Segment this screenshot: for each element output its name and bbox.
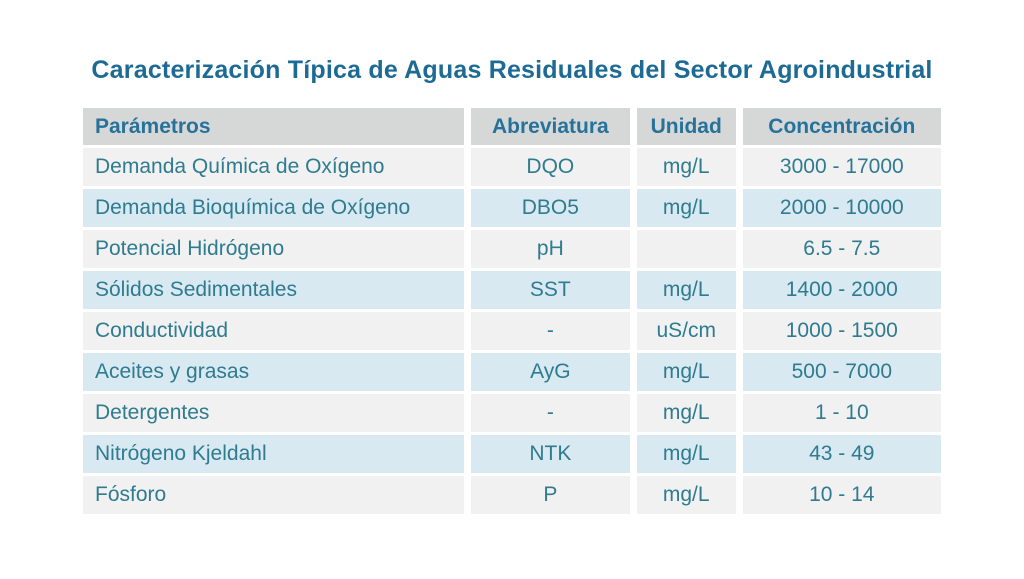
cell-concentracion: 500 - 7000	[742, 353, 941, 391]
cell-abreviatura: -	[470, 312, 630, 350]
cell-concentracion: 1000 - 1500	[742, 312, 941, 350]
cell-abreviatura: NTK	[470, 435, 630, 473]
table-row: Conductividad - uS/cm 1000 - 1500	[83, 312, 941, 350]
cell-unidad: mg/L	[636, 394, 736, 432]
cell-concentracion: 2000 - 10000	[742, 189, 941, 227]
cell-abreviatura: DQO	[470, 148, 630, 186]
cell-unidad: mg/L	[636, 476, 736, 514]
table-row: Potencial Hidrógeno pH 6.5 - 7.5	[83, 230, 941, 268]
cell-unidad: mg/L	[636, 189, 736, 227]
data-table: Parámetros Abreviatura Unidad Concentrac…	[76, 105, 948, 517]
cell-parametro: Demanda Química de Oxígeno	[83, 148, 464, 186]
column-header-parametros: Parámetros	[83, 108, 464, 145]
cell-abreviatura: P	[470, 476, 630, 514]
cell-abreviatura: -	[470, 394, 630, 432]
table-body: Demanda Química de Oxígeno DQO mg/L 3000 - …	[83, 148, 941, 514]
cell-abreviatura: SST	[470, 271, 630, 309]
infographic: Caracterización Típica de Aguas Residual…	[76, 0, 948, 517]
cell-parametro: Aceites y grasas	[83, 353, 464, 391]
cell-unidad: uS/cm	[636, 312, 736, 350]
cell-parametro: Detergentes	[83, 394, 464, 432]
column-header-concentracion: Concentración	[742, 108, 941, 145]
cell-abreviatura: AyG	[470, 353, 630, 391]
cell-concentracion: 6.5 - 7.5	[742, 230, 941, 268]
cell-concentracion: 1 - 10	[742, 394, 941, 432]
cell-parametro: Nitrógeno Kjeldahl	[83, 435, 464, 473]
cell-unidad: mg/L	[636, 271, 736, 309]
table-row: Demanda Química de Oxígeno DQO mg/L 3000 - …	[83, 148, 941, 186]
cell-parametro: Potencial Hidrógeno	[83, 230, 464, 268]
table-header: Parámetros Abreviatura Unidad Concentrac…	[83, 108, 941, 145]
page-title: Caracterización Típica de Aguas Residual…	[91, 56, 933, 84]
cell-parametro: Fósforo	[83, 476, 464, 514]
cell-unidad: mg/L	[636, 353, 736, 391]
cell-unidad: mg/L	[636, 435, 736, 473]
column-header-unidad: Unidad	[636, 108, 736, 145]
cell-parametro: Conductividad	[83, 312, 464, 350]
cell-concentracion: 1400 - 2000	[742, 271, 941, 309]
cell-concentracion: 10 - 14	[742, 476, 941, 514]
cell-abreviatura: DBO5	[470, 189, 630, 227]
cell-abreviatura: pH	[470, 230, 630, 268]
cell-unidad: mg/L	[636, 148, 736, 186]
cell-parametro: Sólidos Sedimentales	[83, 271, 464, 309]
header-row: Parámetros Abreviatura Unidad Concentrac…	[83, 108, 941, 145]
cell-concentracion: 43 - 49	[742, 435, 941, 473]
cell-concentracion: 3000 - 17000	[742, 148, 941, 186]
table-row: Nitrógeno Kjeldahl NTK mg/L 43 - 49	[83, 435, 941, 473]
cell-parametro: Demanda Bioquímica de Oxígeno	[83, 189, 464, 227]
table-row: Aceites y grasas AyG mg/L 500 - 7000	[83, 353, 941, 391]
table-row: Demanda Bioquímica de Oxígeno DBO5 mg/L 200…	[83, 189, 941, 227]
table-row: Sólidos Sedimentales SST mg/L 1400 - 2000	[83, 271, 941, 309]
table-row: Detergentes - mg/L 1 - 10	[83, 394, 941, 432]
column-header-abreviatura: Abreviatura	[470, 108, 630, 145]
cell-unidad	[636, 230, 736, 268]
